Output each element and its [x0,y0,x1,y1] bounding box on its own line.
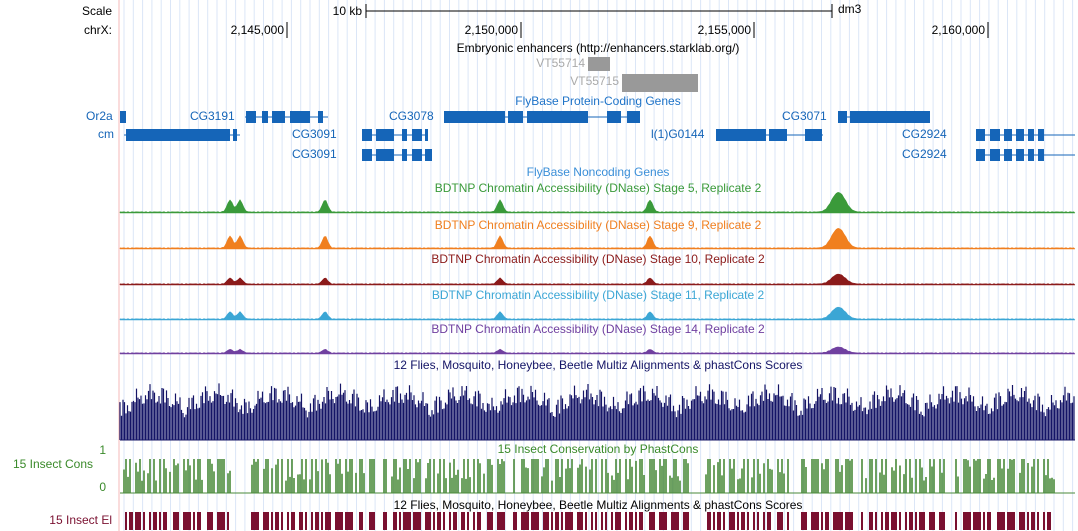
gene-label: CG2924 [902,127,947,141]
side-label: 15 Insect Cons [13,457,93,471]
enhancer [588,57,610,71]
exon [233,129,237,141]
exon [362,129,372,141]
side-label: 15 Insect El [49,513,112,527]
scale-label: Scale [82,4,112,18]
exon [412,149,422,161]
exon [262,111,268,123]
position: 2,155,000 [698,23,752,37]
exon [990,129,1000,141]
track-title: 15 Insect Conservation by PhastCons [498,442,699,456]
exon [376,149,394,161]
assembly: dm3 [838,2,862,16]
exon [1016,149,1024,161]
exon [246,111,256,123]
exon [444,111,505,123]
gene-label: Or2a [86,109,113,123]
exon [716,129,766,141]
signal [119,273,1076,286]
exon [805,129,822,141]
position-ticks [286,22,989,38]
scale-bar-label: 10 kb [333,4,363,18]
track-title: FlyBase Protein-Coding Genes [515,94,680,108]
phastcons-signal [123,459,1055,493]
exon [362,149,372,161]
exon [769,129,787,141]
exon [1004,149,1012,161]
position: 2,150,000 [465,23,519,37]
gene-label: CG3078 [389,109,434,123]
signal [119,346,1076,355]
track-title: 12 Flies, Mosquito, Honeybee, Beetle Mul… [394,498,803,512]
exon [376,129,394,141]
gene-labels: Or2a cm CG3191 CG3091 CG3091 CG3078 l(1)… [86,109,947,161]
gene-label: CG3091 [292,127,337,141]
exon [412,129,422,141]
position: 2,160,000 [932,23,986,37]
signal [119,227,1076,250]
exon [1016,129,1024,141]
enhancer-label: VT55714 [536,56,585,70]
exon [990,149,1000,161]
axis-label: 1 [99,443,106,457]
track-title: BDTNP Chromatin Accessibility (DNase) St… [435,181,762,195]
exon [318,111,323,123]
exon [425,149,432,161]
track-title: BDTNP Chromatin Accessibility (DNase) St… [435,218,762,232]
exon [1028,149,1034,161]
track-title: FlyBase Noncoding Genes [527,165,670,179]
gene-label: CG3191 [190,109,235,123]
gene-label: CG3071 [782,109,827,123]
exon [402,149,407,161]
elements-signal [125,512,1051,530]
exon [126,129,230,141]
exon [1028,129,1034,141]
signal [119,306,1076,321]
exon [1038,149,1044,161]
chrom-label: chrX: [84,23,112,37]
exon [290,111,310,123]
exon [976,149,985,161]
enhancer [622,74,698,92]
exon [527,111,588,123]
exon [627,111,640,123]
enhancer-label: VT55715 [570,74,619,88]
exon [1004,129,1012,141]
exon [120,111,126,123]
gene-label: cm [98,127,114,141]
exon [272,111,285,123]
signal-tracks [119,191,1076,530]
exon [850,111,930,123]
track-title: BDTNP Chromatin Accessibility (DNase) St… [431,252,765,266]
track-title: 12 Flies, Mosquito, Honeybee, Beetle Mul… [394,358,803,372]
multiz-signal [119,383,1075,440]
track-title: BDTNP Chromatin Accessibility (DNase) St… [431,322,765,336]
gene-label: CG3091 [292,147,337,161]
exon [838,111,847,123]
axis-label: 0 [99,480,106,494]
exon [976,129,985,141]
track-title: Embryonic enhancers (http://enhancers.st… [457,41,740,55]
exon [1038,129,1044,141]
gene-models [120,111,1075,161]
position: 2,145,000 [231,23,285,37]
exon [402,129,407,141]
gene-label: CG2924 [902,147,947,161]
gene-label: l(1)G0144 [651,127,705,141]
scale-bar [365,4,833,18]
exon [508,111,523,123]
signal [119,191,1076,214]
exon [607,111,621,123]
exon [425,129,428,141]
track-title: BDTNP Chromatin Accessibility (DNase) St… [432,288,765,302]
